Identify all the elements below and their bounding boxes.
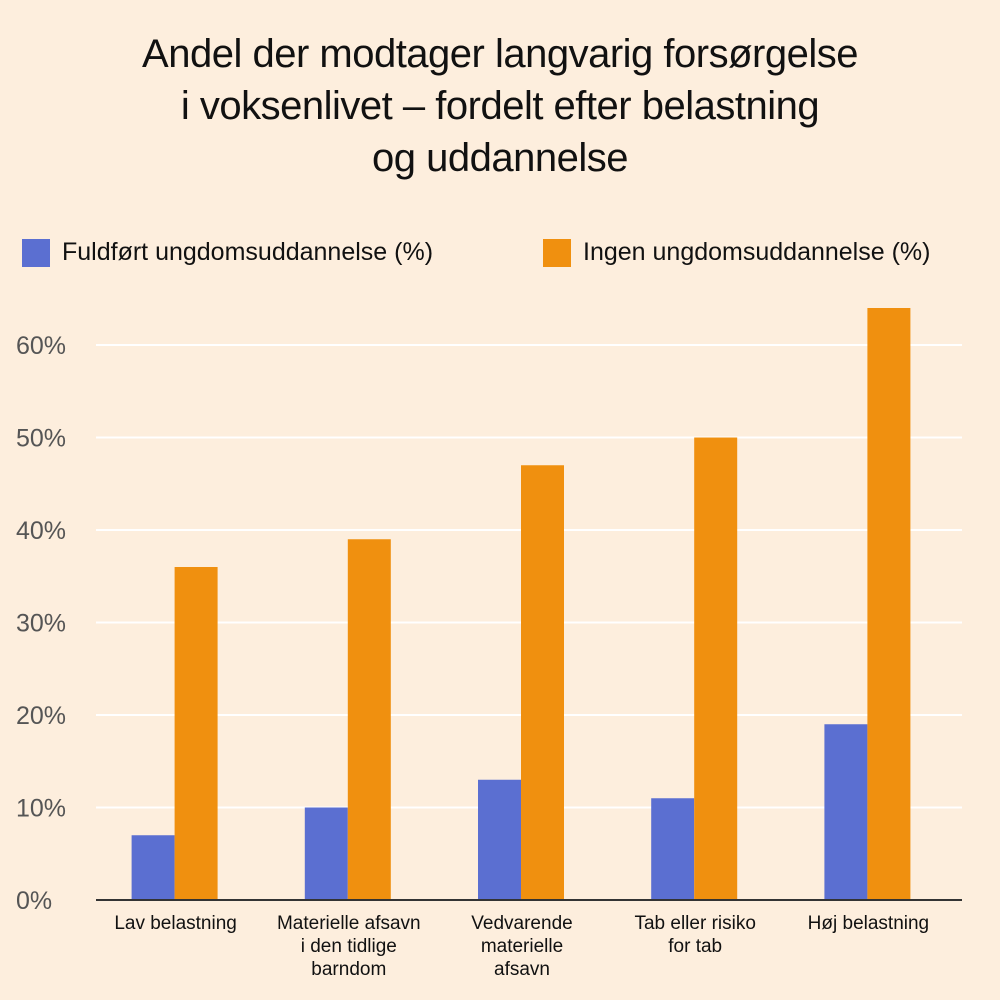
legend-swatch-completed	[22, 238, 50, 267]
bar-none	[521, 465, 564, 900]
bar-completed	[304, 807, 348, 900]
bar-completed	[651, 798, 695, 900]
x-tick-label: Tab eller risiko for tab	[634, 913, 755, 957]
chart-title-line-1: Andel der modtager langvarig forsørgelse	[142, 32, 858, 76]
y-tick-label: 20%	[16, 702, 66, 730]
bar-completed	[131, 835, 175, 900]
bar-none	[867, 308, 911, 900]
bar-none	[694, 437, 738, 900]
bar-none	[174, 567, 218, 900]
legend-label-completed: Fuldført ungdomsuddannelse (%)	[62, 238, 434, 266]
y-tick-label: 30%	[16, 610, 66, 638]
chart-title: Andel der modtager langvarig forsørgelse…	[0, 28, 1000, 184]
x-tick-label: Lav belastning	[114, 913, 237, 934]
x-tick-label: Vedvarende materielle afsavn	[471, 913, 572, 980]
legend: Fuldført ungdomsuddannelse (%) Ingen ung…	[0, 238, 1000, 272]
y-tick-label: 60%	[16, 332, 66, 360]
legend-item-none: Ingen ungdomsuddannelse (%)	[543, 238, 930, 267]
y-tick-label: 50%	[16, 425, 66, 453]
bar-completed	[478, 779, 521, 900]
bar-none	[347, 539, 391, 900]
legend-label-none: Ingen ungdomsuddannelse (%)	[583, 238, 931, 266]
chart-title-line-3: og uddannelse	[372, 136, 628, 180]
bar-completed	[824, 724, 868, 900]
y-tick-label: 40%	[16, 517, 66, 545]
legend-swatch-none	[543, 238, 571, 267]
legend-item-completed: Fuldført ungdomsuddannelse (%)	[22, 238, 433, 267]
x-tick-label: Høj belastning	[808, 913, 929, 934]
chart-title-line-2: i voksenlivet – fordelt efter belastning	[180, 84, 820, 128]
x-tick-label: Materielle afsavn i den tidlige barndom	[277, 913, 421, 980]
y-tick-label: 10%	[16, 795, 66, 823]
y-tick-label: 0%	[16, 887, 52, 915]
